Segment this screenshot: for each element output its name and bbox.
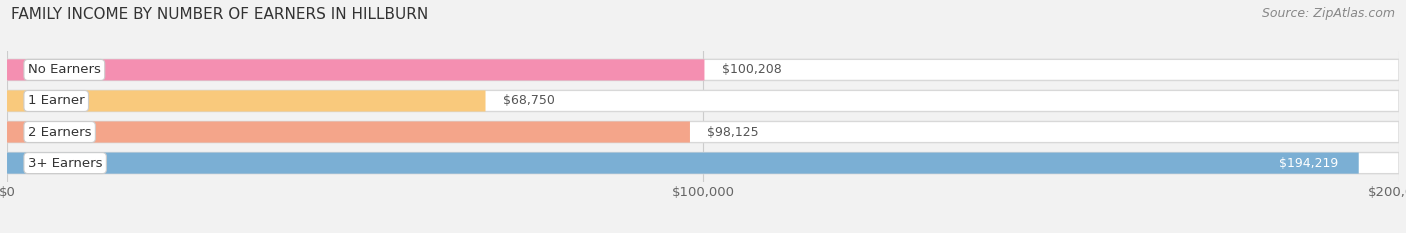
FancyBboxPatch shape — [7, 59, 704, 80]
Text: 3+ Earners: 3+ Earners — [28, 157, 103, 170]
Text: FAMILY INCOME BY NUMBER OF EARNERS IN HILLBURN: FAMILY INCOME BY NUMBER OF EARNERS IN HI… — [11, 7, 429, 22]
Text: $68,750: $68,750 — [503, 94, 555, 107]
Text: $194,219: $194,219 — [1278, 157, 1339, 170]
FancyBboxPatch shape — [7, 121, 690, 143]
FancyBboxPatch shape — [7, 121, 1399, 143]
Text: No Earners: No Earners — [28, 63, 101, 76]
Text: $98,125: $98,125 — [707, 126, 759, 139]
FancyBboxPatch shape — [7, 90, 485, 112]
Text: $100,208: $100,208 — [721, 63, 782, 76]
FancyBboxPatch shape — [7, 90, 1399, 112]
FancyBboxPatch shape — [7, 59, 1399, 80]
FancyBboxPatch shape — [7, 153, 1358, 174]
FancyBboxPatch shape — [7, 153, 1399, 174]
Text: 1 Earner: 1 Earner — [28, 94, 84, 107]
Text: Source: ZipAtlas.com: Source: ZipAtlas.com — [1261, 7, 1395, 20]
Text: 2 Earners: 2 Earners — [28, 126, 91, 139]
